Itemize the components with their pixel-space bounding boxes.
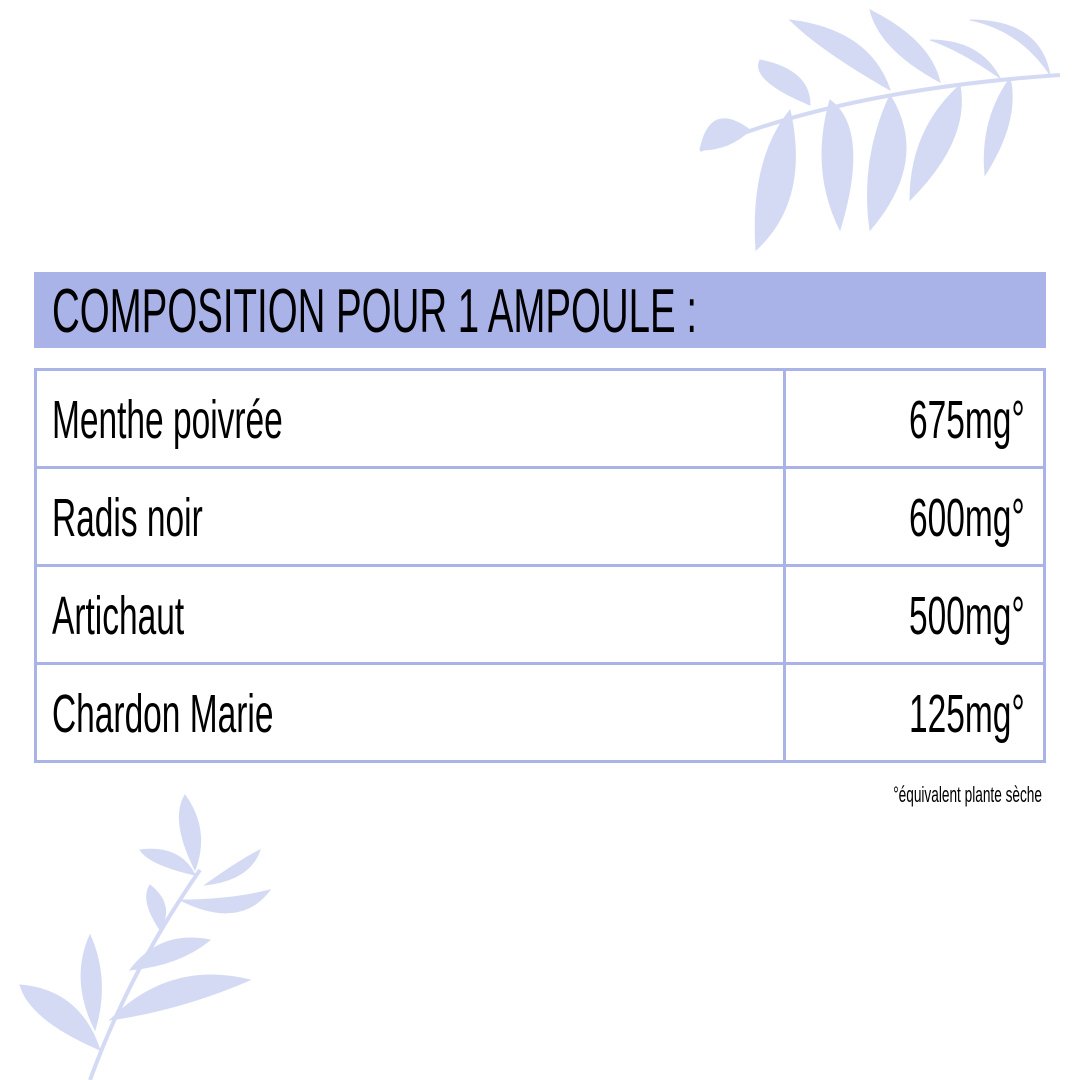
ingredient-amount: 125mg° xyxy=(909,684,1025,744)
ingredient-amount: 500mg° xyxy=(909,586,1025,646)
ingredient-amount: 600mg° xyxy=(909,488,1025,548)
leaf-branch-icon xyxy=(699,9,1061,252)
composition-table: Menthe poivrée 675mg° Radis noir 600mg° … xyxy=(34,368,1046,763)
footnote: °équivalent plante sèche xyxy=(802,782,1042,808)
table-row: Menthe poivrée 675mg° xyxy=(34,368,1046,469)
page-title: COMPOSITION POUR 1 AMPOULE : xyxy=(52,277,698,346)
table-row: Chardon Marie 125mg° xyxy=(34,662,1046,763)
ingredient-name: Artichaut xyxy=(52,586,185,646)
ingredient-name: Radis noir xyxy=(52,488,203,548)
leaf-sprig-icon xyxy=(19,794,272,1080)
table-row: Radis noir 600mg° xyxy=(34,466,1046,567)
ingredient-name: Chardon Marie xyxy=(52,684,274,744)
footnote-text: °équivalent plante sèche xyxy=(893,782,1042,807)
title-banner: COMPOSITION POUR 1 AMPOULE : xyxy=(34,272,1046,348)
ingredient-name: Menthe poivrée xyxy=(52,390,283,450)
table-row: Artichaut 500mg° xyxy=(34,564,1046,665)
ingredient-amount: 675mg° xyxy=(909,390,1025,450)
